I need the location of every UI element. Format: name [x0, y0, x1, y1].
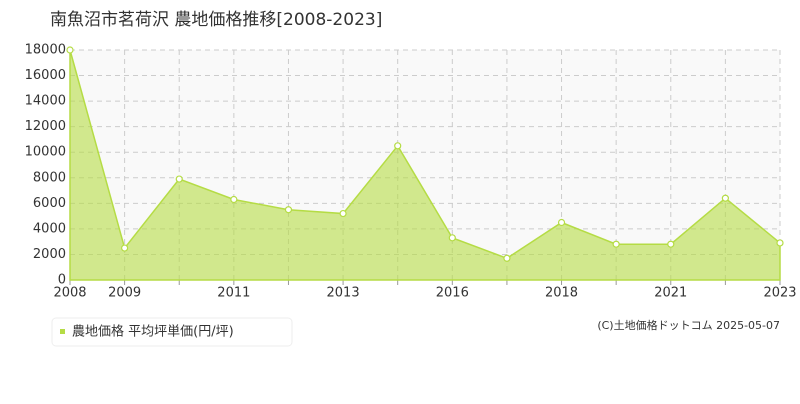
point: [339, 209, 347, 218]
x-tick-label: 2011: [217, 286, 250, 301]
legend-box: [51, 317, 293, 347]
y-tick-label: 14000: [25, 94, 66, 109]
point: [66, 46, 74, 54]
y-tick-label: 4000: [33, 221, 66, 236]
x-tick-label: 2018: [545, 286, 578, 301]
y-tick-label: 18000: [25, 43, 66, 58]
x-tick-label: 2009: [108, 286, 141, 301]
y-tick-label: 6000: [33, 196, 66, 211]
point: [284, 206, 293, 214]
y-tick-label: 10000: [25, 145, 66, 160]
x-tick-label: 2008: [53, 286, 86, 301]
x-tick-label: 2013: [327, 286, 360, 301]
y-tick-label: 16000: [25, 68, 66, 83]
y-tick-label: 2000: [33, 247, 66, 262]
chart-title: 南魚沼市茗荷沢 農地価格推移[2008-2023]: [50, 10, 382, 30]
point: [121, 244, 129, 252]
y-tick-label: 0: [58, 273, 66, 288]
point: [776, 239, 784, 247]
point: [394, 142, 402, 150]
legend-label: 農地価格 平均坪単価(円/坪): [72, 324, 234, 340]
y-tick-label: 12000: [25, 119, 66, 134]
point: [612, 240, 620, 248]
point: [175, 175, 183, 183]
point: [557, 218, 566, 227]
y-tick-label: 8000: [33, 170, 66, 185]
legend-swatch: [60, 329, 65, 334]
x-tick-label: 2021: [654, 286, 687, 301]
x-tick-label: 2023: [763, 286, 796, 301]
point: [230, 195, 238, 204]
x-tick-label: 2016: [436, 286, 469, 301]
point: [448, 234, 456, 242]
point: [503, 254, 511, 262]
point: [721, 194, 729, 202]
source: (C)土地価格ドットコム 2025-05-07: [597, 318, 780, 332]
point: [667, 240, 675, 248]
